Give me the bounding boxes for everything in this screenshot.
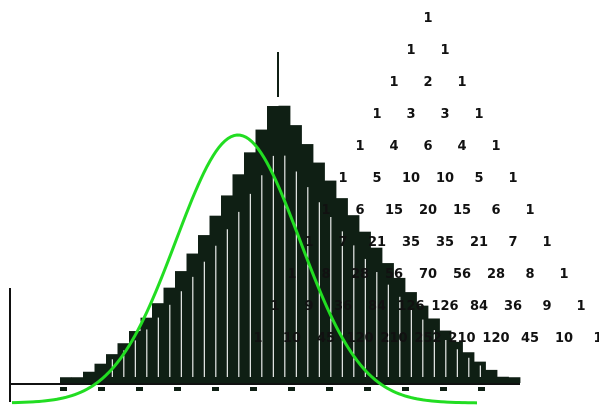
pascal-number: 21 — [368, 235, 386, 250]
histogram-bar — [485, 369, 498, 383]
histogram-bar — [497, 376, 509, 383]
x-tick-mark — [250, 387, 257, 391]
x-tick-mark — [478, 387, 485, 391]
pascal-number: 1 — [508, 171, 517, 186]
pascal-number: 252 — [414, 331, 441, 346]
pascal-number: 120 — [482, 331, 509, 346]
histogram — [60, 52, 521, 384]
x-tick-mark — [174, 387, 181, 391]
pascal-number: 1 — [406, 43, 415, 58]
pascal-number: 36 — [334, 299, 352, 314]
pascal-number: 1 — [338, 171, 347, 186]
pascal-number: 28 — [487, 267, 505, 282]
x-axis-ticks — [60, 387, 485, 391]
pascal-number: 9 — [304, 299, 313, 314]
pascal-number: 36 — [504, 299, 522, 314]
histogram-bar — [60, 377, 72, 383]
pascal-number: 1 — [559, 267, 568, 282]
pascal-number: 1 — [389, 75, 398, 90]
pascal-number: 120 — [346, 331, 373, 346]
pascal-number: 45 — [521, 331, 539, 346]
pascal-number: 10 — [436, 171, 454, 186]
pascal-number: 126 — [397, 299, 424, 314]
pascal-number: 1 — [321, 203, 330, 218]
x-tick-mark — [288, 387, 295, 391]
x-tick-mark — [326, 387, 333, 391]
pascal-number: 4 — [389, 139, 398, 154]
pascal-number: 70 — [419, 267, 437, 282]
pascal-number: 5 — [372, 171, 381, 186]
x-tick-mark — [136, 387, 143, 391]
pascal-number: 1 — [576, 299, 585, 314]
pascal-number: 1 — [372, 107, 381, 122]
pascal-number: 15 — [385, 203, 403, 218]
pascal-number: 9 — [542, 299, 551, 314]
normal-curve — [11, 133, 478, 405]
pascal-number: 1 — [287, 267, 296, 282]
pascal-number: 1 — [253, 331, 262, 346]
histogram-bar — [508, 377, 521, 383]
pascal-number: 35 — [436, 235, 454, 250]
histogram-bar — [94, 363, 107, 383]
pascal-number: 1 — [423, 11, 432, 26]
pascal-number: 7 — [338, 235, 347, 250]
x-tick-mark — [98, 387, 105, 391]
pascal-number: 1 — [491, 139, 500, 154]
pascal-number: 8 — [525, 267, 534, 282]
pascal-number: 10 — [283, 331, 301, 346]
pascal-number: 1 — [593, 331, 599, 346]
pascal-number: 56 — [453, 267, 471, 282]
pascal-number: 1 — [440, 43, 449, 58]
pascal-number: 15 — [453, 203, 471, 218]
pascal-number: 1 — [457, 75, 466, 90]
pascal-number: 1 — [355, 139, 364, 154]
pascal-number: 7 — [508, 235, 517, 250]
x-tick-mark — [440, 387, 447, 391]
pascal-number: 45 — [317, 331, 335, 346]
pascal-number: 126 — [431, 299, 458, 314]
pascal-number: 28 — [351, 267, 369, 282]
pascal-number: 56 — [385, 267, 403, 282]
pascal-number: 210 — [380, 331, 407, 346]
pascal-number: 1 — [270, 299, 279, 314]
pascal-number: 3 — [406, 107, 415, 122]
pascal-number: 3 — [440, 107, 449, 122]
pascal-number: 35 — [402, 235, 420, 250]
pascal-number: 1 — [525, 203, 534, 218]
x-tick-mark — [60, 387, 67, 391]
histogram-bar — [83, 371, 95, 383]
x-tick-mark — [402, 387, 409, 391]
pascal-number: 4 — [457, 139, 466, 154]
histogram-bar — [71, 377, 84, 383]
pascal-number: 84 — [368, 299, 386, 314]
pascal-number: 1 — [304, 235, 313, 250]
pascal-triangle: 11 11 2 11 3 3 11 4 6 4 11 5 10 10 5 11 6 15 20 15 6 11 7 21 35 3… — [253, 11, 599, 346]
pascal-number: 1 — [542, 235, 551, 250]
pascal-number: 210 — [448, 331, 475, 346]
pascal-number: 10 — [555, 331, 573, 346]
pascal-number: 8 — [321, 267, 330, 282]
x-tick-mark — [364, 387, 371, 391]
pascal-number: 84 — [470, 299, 488, 314]
pascal-number: 21 — [470, 235, 488, 250]
pascal-number: 10 — [402, 171, 420, 186]
pascal-number: 20 — [419, 203, 437, 218]
pascal-number: 6 — [355, 203, 364, 218]
pascal-number: 1 — [474, 107, 483, 122]
pascal-number: 6 — [491, 203, 500, 218]
pascal-number: 2 — [423, 75, 432, 90]
pascal-number: 6 — [423, 139, 432, 154]
x-tick-mark — [212, 387, 219, 391]
pascal-number: 5 — [474, 171, 483, 186]
